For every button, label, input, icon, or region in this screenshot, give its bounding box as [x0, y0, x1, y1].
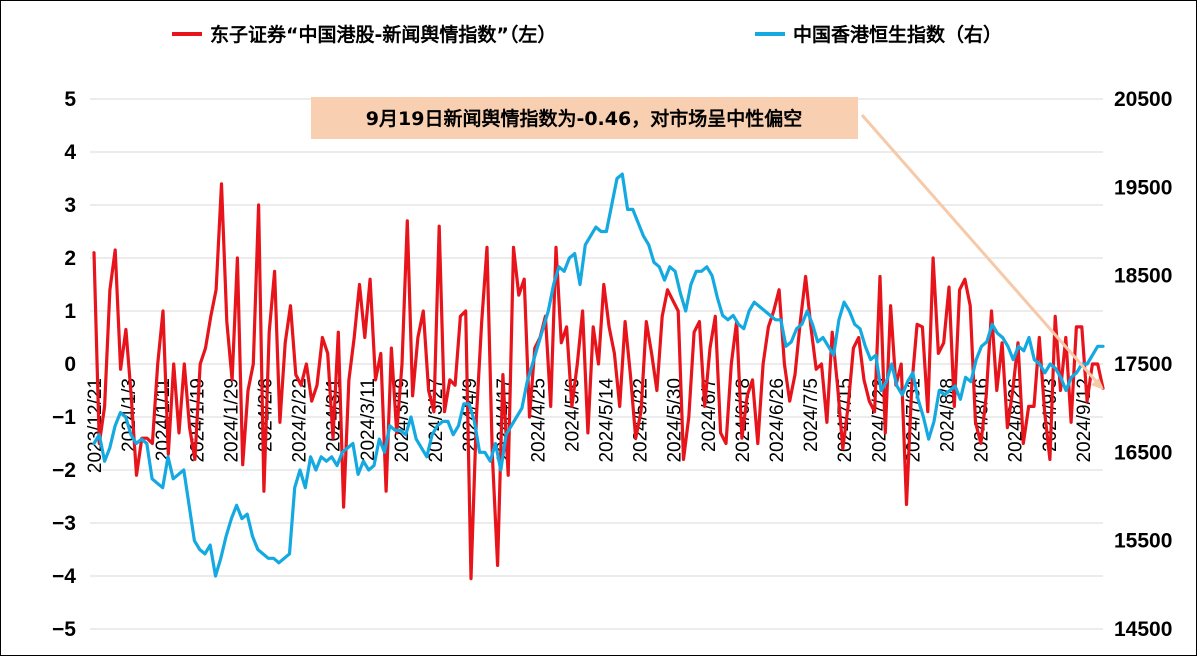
- right-tick-label: 20500: [1114, 88, 1172, 111]
- x-tick-label: 2024/9/12: [1074, 378, 1095, 463]
- series-line-hsi: [92, 172, 1105, 578]
- right-axis: 20500 19500 18500 17500 16500 15500 14500: [1114, 88, 1172, 641]
- series-layer: [92, 172, 1105, 581]
- left-axis: 5 4 3 2 1 0 −1 −2 −3 −4 −5: [52, 88, 76, 641]
- right-tick-label: 19500: [1114, 176, 1172, 199]
- left-tick-label: −3: [52, 512, 76, 535]
- annotation-text: 9月19日新闻舆情指数为-0.46，对市场呈中性偏空: [366, 107, 802, 130]
- x-tick-label: 2024/4/25: [528, 378, 549, 463]
- x-tick-label: 2024/3/11: [358, 378, 379, 461]
- series-line-sentiment: [92, 182, 1105, 581]
- right-tick-label: 15500: [1114, 530, 1172, 553]
- left-tick-label: 1: [64, 300, 76, 323]
- left-tick-label: 5: [64, 88, 76, 111]
- left-tick-label: −4: [52, 565, 76, 588]
- left-tick-label: 4: [64, 141, 76, 164]
- right-tick-label: 14500: [1114, 618, 1172, 641]
- annotation: 9月19日新闻舆情指数为-0.46，对市场呈中性偏空: [311, 97, 1104, 390]
- left-tick-label: −2: [52, 459, 76, 482]
- x-tick-label: 2024/5/14: [597, 378, 618, 463]
- x-tick-label: 2024/7/31: [903, 378, 924, 463]
- legend-label-hsi: 中国香港恒生指数（右）: [793, 23, 1002, 46]
- left-tick-label: 0: [64, 353, 76, 376]
- right-tick-label: 16500: [1114, 441, 1172, 464]
- x-tick-label: 2024/7/5: [801, 378, 822, 452]
- right-tick-label: 18500: [1114, 265, 1172, 288]
- legend: 东子证券“中国港股-新闻舆情指数”（左） 中国香港恒生指数（右）: [172, 23, 1002, 46]
- left-tick-label: 2: [64, 247, 76, 270]
- annotation-arrow-head: [1091, 378, 1104, 390]
- annotation-box: [311, 97, 858, 139]
- x-tick-label: 2024/2/22: [290, 378, 311, 463]
- annotation-arrow: [860, 114, 1104, 389]
- right-tick-label: 17500: [1114, 353, 1172, 376]
- x-tick-label: 2024/1/29: [221, 378, 242, 463]
- x-axis: 2023/12/21 2024/1/3 2024/1/11 2024/1/19 2024…: [85, 378, 1095, 474]
- x-tick-label: 2024/5/6: [562, 378, 583, 452]
- x-tick-label: 2024/3/19: [392, 378, 413, 463]
- left-tick-label: −1: [52, 406, 76, 429]
- x-tick-label: 2024/6/26: [767, 378, 788, 463]
- left-tick-label: 3: [64, 194, 76, 217]
- left-tick-label: −5: [52, 618, 76, 641]
- x-tick-label: 2024/6/7: [699, 378, 720, 452]
- legend-label-sentiment: 东子证券“中国港股-新闻舆情指数”（左）: [210, 23, 556, 46]
- x-tick-label: 2024/5/22: [631, 378, 652, 463]
